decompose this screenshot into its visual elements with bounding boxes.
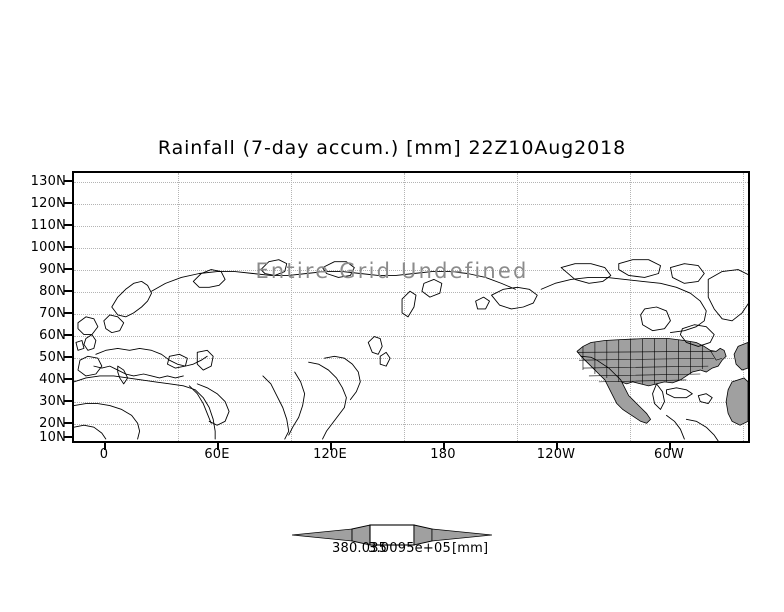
map-landmasses-shaded [576,338,748,426]
us-state-boundaries [577,338,723,384]
y-tick-label: 70N [39,306,66,321]
x-tick-mark [217,443,219,450]
x-tick-label: 180 [430,447,456,462]
x-tick-label: 120E [313,447,347,462]
y-tick-mark [64,290,72,292]
x-tick-label: 60E [204,447,230,462]
world-map [74,173,748,441]
x-tick-label: 60W [654,447,684,462]
colorbar-max-label: 3.0095e+05 [368,541,451,556]
y-tick-label: 80N [39,284,66,299]
colorbar-unit-label: [mm] [452,541,489,556]
y-tick-mark [64,268,72,270]
x-tick-mark [330,443,332,450]
y-tick-mark [64,356,72,358]
y-tick-label: 120N [30,196,66,211]
y-tick-mark [64,400,72,402]
y-tick-label: 60N [39,328,66,343]
x-tick-mark [669,443,671,450]
x-tick-label: 120W [536,447,576,462]
y-tick-mark [64,422,72,424]
y-tick-mark [64,378,72,380]
y-tick-label: 90N [39,262,66,277]
y-tick-label: 50N [39,350,66,365]
page-title: Rainfall (7-day accum.) [mm] 22Z10Aug201… [157,137,627,159]
y-tick-label: 110N [30,218,66,233]
y-tick-mark [64,180,72,182]
y-tick-mark [64,436,72,438]
colorbar-segment-left-spike [292,528,353,542]
y-tick-mark [64,202,72,204]
colorbar-segment-right-spike [431,528,492,542]
y-tick-mark [64,334,72,336]
y-tick-label: 40N [39,372,66,387]
x-tick-mark [104,443,106,450]
map-plot-area[interactable] [72,171,750,443]
y-tick-label: 100N [30,240,66,255]
coastlines [74,259,748,441]
x-tick-label: 0 [99,447,109,462]
y-tick-label: 20N [39,416,66,431]
y-tick-label: 30N [39,394,66,409]
y-tick-mark [64,224,72,226]
y-tick-mark [64,312,72,314]
colorbar[interactable] [292,520,492,550]
y-tick-label: 130N [30,174,66,189]
y-tick-label: 10N [39,430,66,445]
x-tick-mark [556,443,558,450]
x-tick-mark [443,443,445,450]
colorbar-min-label: 380.035 [332,541,388,556]
y-tick-mark [64,246,72,248]
